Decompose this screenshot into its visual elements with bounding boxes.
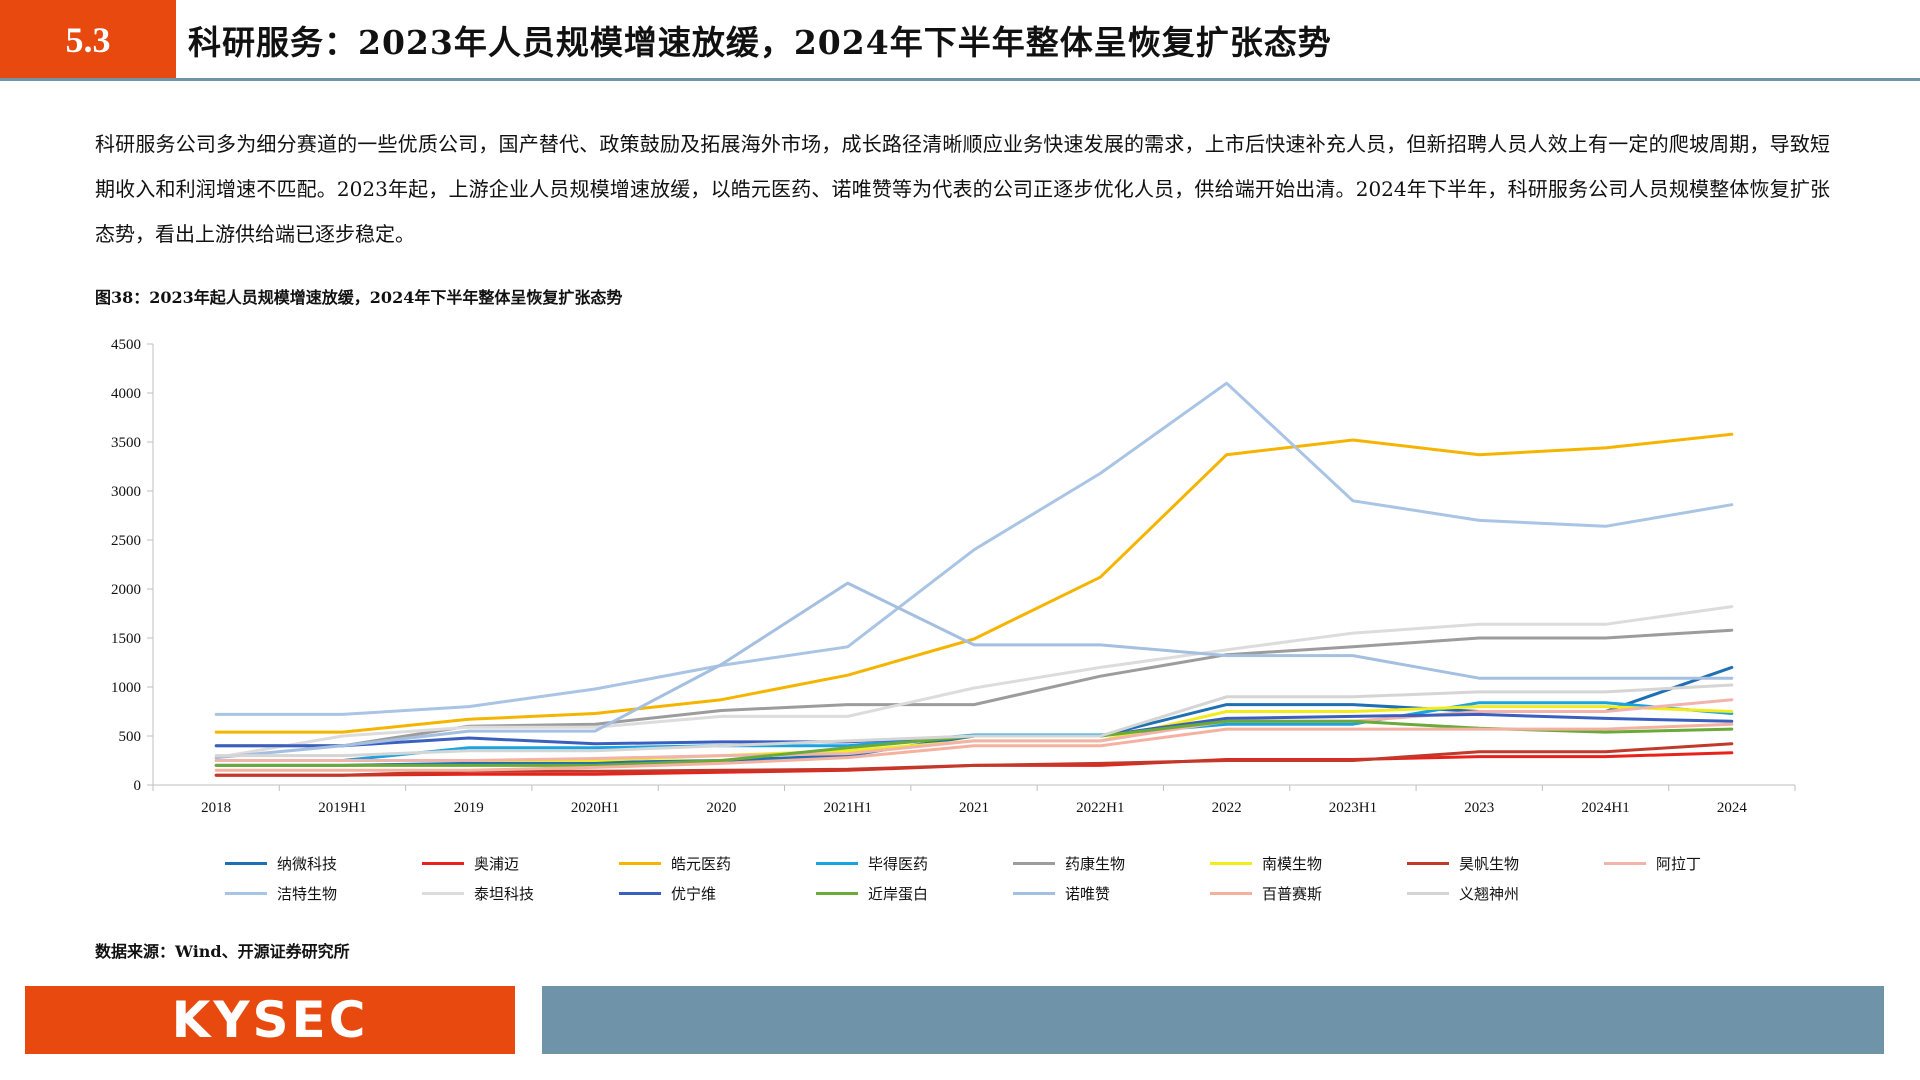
legend-label: 近岸蛋白 xyxy=(868,885,929,903)
legend-swatch xyxy=(619,862,661,865)
x-tick-label: 2021H1 xyxy=(824,800,872,816)
legend-item: 毕得医药 xyxy=(816,853,928,874)
chart-axes xyxy=(152,344,1795,786)
page-title: 科研服务：2023年人员规模增速放缓，2024年下半年整体呈恢复扩张态势 xyxy=(188,23,1332,62)
series-line xyxy=(214,381,1734,716)
legend-swatch xyxy=(816,892,858,895)
legend-swatch xyxy=(1407,892,1449,895)
legend-item: 奥浦迈 xyxy=(422,853,519,874)
x-tick-label: 2024H1 xyxy=(1581,800,1629,816)
legend-swatch xyxy=(1407,862,1449,865)
x-tick-label: 2023 xyxy=(1464,800,1494,816)
legend-label: 奥浦迈 xyxy=(474,855,520,873)
legend-swatch xyxy=(422,892,464,895)
legend-item: 纳微科技 xyxy=(225,853,337,874)
title-divider xyxy=(0,78,1920,81)
series-line xyxy=(214,605,1734,760)
body-paragraph: 科研服务公司多为细分赛道的一些优质公司，国产替代、政策鼓励及拓展海外市场，成长路… xyxy=(95,132,1830,246)
series-line xyxy=(214,698,1734,762)
y-tick-label: 0 xyxy=(134,778,142,794)
line-chart: 0 500 1000 1500 2000 2500 3000 3500 4000 4500 201… xyxy=(111,337,1796,816)
x-tick-label: 2020H1 xyxy=(571,800,619,816)
legend-label: 义翘神州 xyxy=(1459,885,1520,903)
legend-label: 百普赛斯 xyxy=(1262,885,1323,903)
series-line xyxy=(214,722,1734,772)
y-tick-label: 4500 xyxy=(111,337,141,353)
y-tick-label: 2500 xyxy=(111,533,141,549)
legend-item: 昊帆生物 xyxy=(1407,853,1519,874)
y-tick-label: 2000 xyxy=(111,582,141,598)
x-tick-label: 2021 xyxy=(959,800,989,816)
y-tick-label: 4000 xyxy=(111,386,141,402)
x-tick-label: 2020 xyxy=(706,800,736,816)
legend-swatch xyxy=(1013,892,1055,895)
legend-swatch xyxy=(225,862,267,865)
legend-swatch xyxy=(816,862,858,865)
legend-label: 纳微科技 xyxy=(277,855,338,873)
legend-swatch xyxy=(1210,892,1252,895)
legend-swatch xyxy=(422,862,464,865)
figure-title: 图38：2023年起人员规模增速放缓，2024年下半年整体呈恢复扩张态势 xyxy=(95,288,623,307)
x-tick-label: 2019 xyxy=(454,800,484,816)
legend-label: 泰坦科技 xyxy=(474,885,535,903)
legend-label: 洁特生物 xyxy=(277,885,338,903)
legend-label: 毕得医药 xyxy=(868,855,929,873)
y-axis-ticks: 0 500 1000 1500 2000 2500 3000 3500 4000 4500 xyxy=(111,337,153,794)
legend-swatch xyxy=(1013,862,1055,865)
legend-label: 南模生物 xyxy=(1262,855,1323,873)
legend-item: 皓元医药 xyxy=(619,853,731,874)
legend-item: 优宁维 xyxy=(619,883,716,904)
legend-label: 优宁维 xyxy=(671,885,717,903)
source-note: 数据来源：Wind、开源证券研究所 xyxy=(95,942,350,961)
x-tick-label: 2024 xyxy=(1717,800,1748,816)
chart-series xyxy=(214,381,1734,777)
legend-item: 百普赛斯 xyxy=(1210,883,1322,904)
series-line xyxy=(214,683,1734,758)
legend-label: 阿拉丁 xyxy=(1656,855,1702,873)
x-tick-label: 2022 xyxy=(1212,800,1242,816)
series-line xyxy=(214,581,1734,760)
legend-item: 阿拉丁 xyxy=(1604,853,1701,874)
x-tick-label: 2019H1 xyxy=(318,800,366,816)
legend-item: 诺唯赞 xyxy=(1013,883,1110,904)
y-tick-label: 3000 xyxy=(111,484,141,500)
y-tick-label: 1000 xyxy=(111,680,141,696)
legend-label: 诺唯赞 xyxy=(1065,885,1111,903)
y-tick-label: 1500 xyxy=(111,631,141,647)
logo-text: KYSEC xyxy=(171,991,369,1049)
x-tick-label: 2022H1 xyxy=(1076,800,1124,816)
legend-swatch xyxy=(619,892,661,895)
legend-label: 皓元医药 xyxy=(671,855,732,873)
legend-item: 南模生物 xyxy=(1210,853,1322,874)
legend-item: 近岸蛋白 xyxy=(816,883,928,904)
series-line xyxy=(214,432,1734,734)
header-bar xyxy=(0,0,1920,80)
y-tick-label: 500 xyxy=(119,729,142,745)
legend-swatch xyxy=(225,892,267,895)
legend-swatch xyxy=(1604,862,1646,865)
x-tick-label: 2018 xyxy=(201,800,231,816)
legend-item: 义翘神州 xyxy=(1407,883,1519,904)
legend-swatch xyxy=(1210,862,1252,865)
legend-label: 昊帆生物 xyxy=(1459,855,1520,873)
legend-item: 药康生物 xyxy=(1013,853,1125,874)
legend-item: 洁特生物 xyxy=(225,883,337,904)
legend-label: 药康生物 xyxy=(1065,855,1126,873)
x-axis-ticks: 2018 2019H1 2019 2020H1 2020 2021H1 2021 2022H1… xyxy=(152,785,1796,816)
section-badge: 5.3 xyxy=(0,0,176,80)
y-tick-label: 3500 xyxy=(111,435,141,451)
footer-bar xyxy=(542,986,1884,1054)
kysec-logo: KYSEC xyxy=(25,986,515,1054)
legend-item: 泰坦科技 xyxy=(422,883,534,904)
x-tick-label: 2023H1 xyxy=(1329,800,1377,816)
